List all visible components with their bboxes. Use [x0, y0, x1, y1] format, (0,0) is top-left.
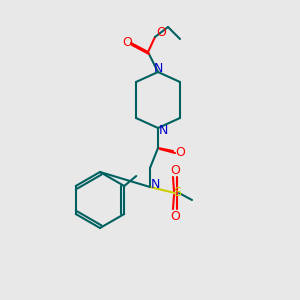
- Text: S: S: [173, 187, 181, 200]
- Text: O: O: [156, 26, 166, 40]
- Text: N: N: [158, 124, 168, 137]
- Text: O: O: [170, 209, 180, 223]
- Text: O: O: [175, 146, 185, 158]
- Text: N: N: [150, 178, 160, 191]
- Text: O: O: [170, 164, 180, 176]
- Text: N: N: [153, 62, 163, 76]
- Text: O: O: [122, 37, 132, 50]
